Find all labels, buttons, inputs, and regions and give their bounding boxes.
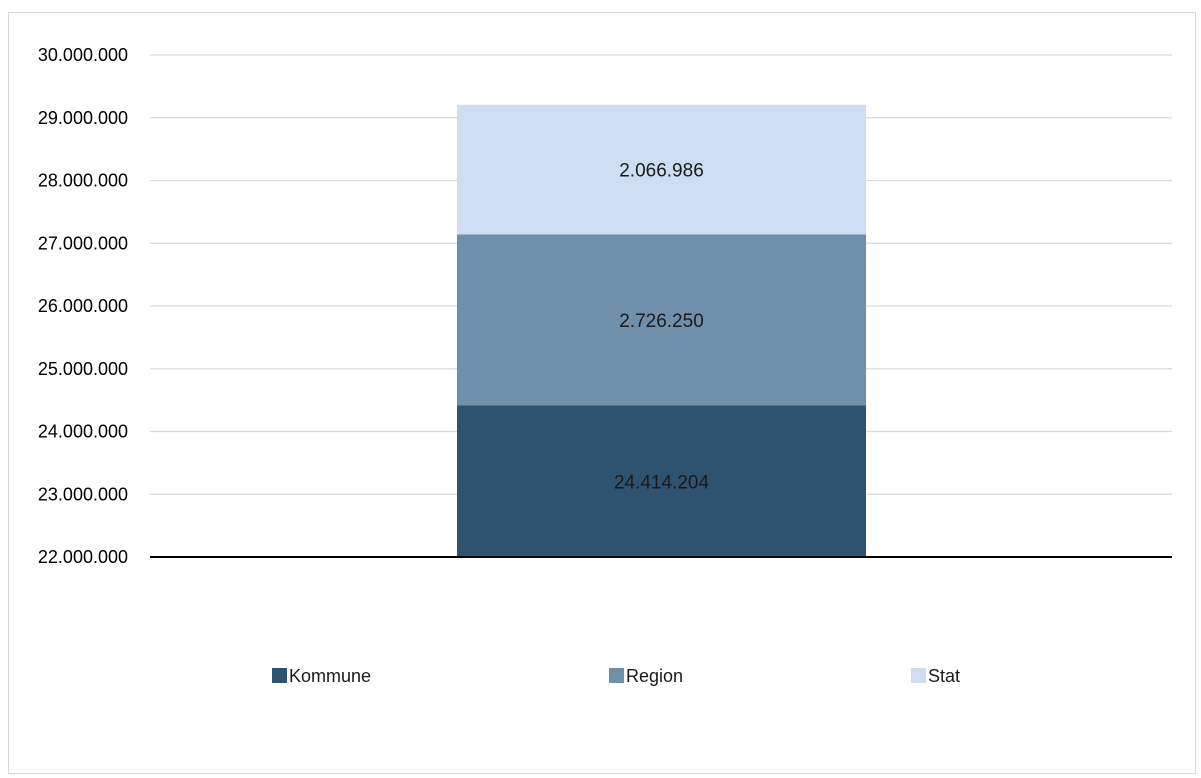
y-tick-label: 30.000.000 — [38, 45, 128, 65]
y-tick-label: 22.000.000 — [38, 547, 128, 567]
legend-label-region: Region — [626, 666, 683, 686]
y-tick-label: 28.000.000 — [38, 171, 128, 191]
bar-segment-region — [457, 234, 866, 406]
bar-segment-stat — [457, 104, 866, 235]
legend-label-stat: Stat — [928, 666, 960, 686]
legend-swatch-kommune — [272, 668, 287, 683]
data-label-region: 2.726.250 — [619, 311, 704, 332]
legend-label-kommune: Kommune — [289, 666, 371, 686]
bar-segment-kommune — [457, 405, 866, 557]
data-label-kommune: 24.414.204 — [614, 472, 710, 493]
legend: Kommune Region Stat — [272, 666, 960, 686]
y-tick-label: 26.000.000 — [38, 296, 128, 316]
bar-segments — [457, 104, 866, 557]
y-tick-label: 29.000.000 — [38, 108, 128, 128]
legend-swatch-stat — [911, 668, 926, 683]
y-tick-label: 25.000.000 — [38, 359, 128, 379]
legend-swatch-region — [609, 668, 624, 683]
data-label-stat: 2.066.986 — [619, 161, 704, 182]
y-axis-tick-labels: 22.000.000 23.000.000 24.000.000 25.000.000… — [38, 45, 128, 567]
data-labels: 24.414.204 2.726.250 2.066.986 — [614, 161, 710, 494]
y-tick-label: 24.000.000 — [38, 422, 128, 442]
y-tick-label: 27.000.000 — [38, 233, 128, 253]
y-tick-label: 23.000.000 — [38, 484, 128, 504]
